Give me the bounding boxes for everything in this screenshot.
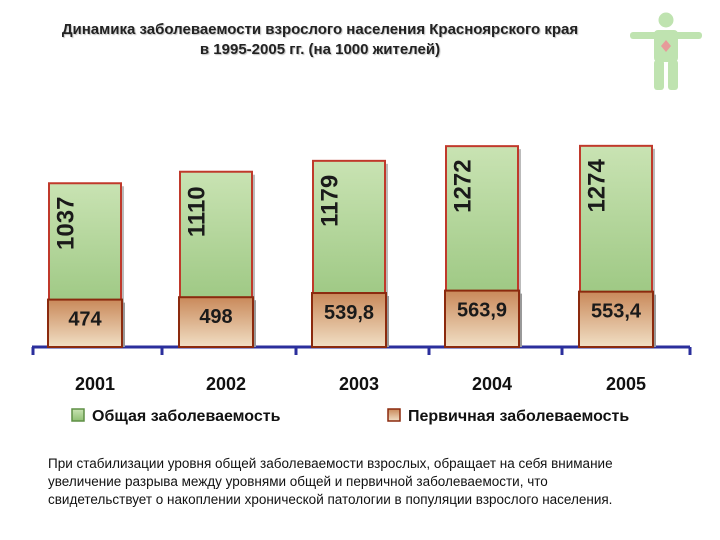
bar-primary — [47, 298, 123, 349]
data-label-primary: 498 — [199, 306, 232, 328]
bar-primary — [311, 292, 387, 348]
x-tick-label: 2003 — [339, 374, 379, 394]
bar-primary — [578, 290, 654, 349]
title-line-1: Динамика заболеваемости взрослого населе… — [61, 21, 579, 38]
legend-swatch — [71, 408, 85, 422]
bar-primary — [444, 289, 520, 348]
data-label-total: 1272 — [449, 159, 476, 212]
x-tick-label: 2002 — [206, 374, 246, 394]
x-tick-label: 2005 — [606, 374, 646, 394]
x-tick-label: 2004 — [472, 374, 512, 394]
commentary-text: При стабилизации уровня общей заболеваем… — [48, 456, 613, 507]
legend-label: Общая заболеваемость — [92, 408, 281, 425]
legend-label: Первичная заболеваемость — [408, 408, 629, 425]
x-tick-label: 2001 — [75, 374, 115, 394]
human-figure-icon — [630, 11, 702, 90]
data-label-primary: 474 — [68, 309, 102, 331]
data-label-total: 1037 — [52, 197, 79, 250]
data-label-total: 1274 — [583, 158, 610, 212]
bar-chart: 1037 474 2001 1110 498 2002 1179 539,8 2003 1272 5… — [31, 144, 692, 425]
legend-swatch — [387, 408, 401, 422]
title-line-2: в 1995-2005 гг. (на 1000 жителей) — [199, 41, 441, 58]
data-label-total: 1179 — [316, 175, 343, 227]
data-label-primary: 563,9 — [457, 300, 507, 322]
data-label-primary: 553,4 — [591, 301, 642, 323]
data-label-primary: 539,8 — [324, 302, 374, 324]
bar-primary — [178, 296, 254, 349]
data-label-total: 1110 — [183, 186, 210, 237]
chart-title: Динамика заболеваемости взрослого населе… — [20, 20, 620, 60]
